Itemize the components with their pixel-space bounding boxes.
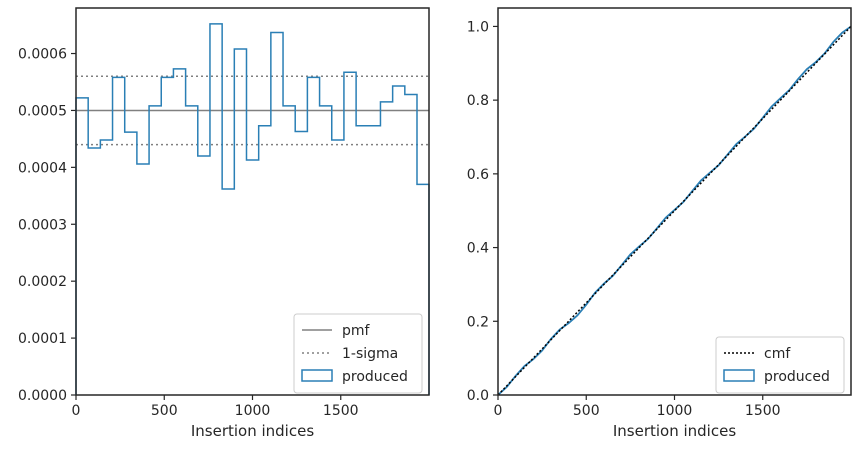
cmf-line (497, 25, 852, 396)
y-tick-label: 0.4 (467, 241, 489, 257)
x-tick-label: 500 (151, 403, 178, 419)
y-tick-label: 0.0000 (18, 388, 67, 404)
produced-bin-13 (234, 49, 246, 395)
x-tick-label: 1500 (323, 403, 359, 419)
produced-bin-12 (222, 189, 234, 395)
y-tick-label: 0.0005 (18, 103, 67, 119)
produced-bin-10 (198, 156, 210, 395)
legend-label-sigma: 1-sigma (342, 346, 398, 362)
x-axis-label: Insertion indices (191, 422, 314, 440)
produced-bin-8 (173, 69, 185, 395)
produced-bin-1 (88, 148, 100, 395)
produced-bin-6 (149, 106, 161, 395)
x-tick-label: 0 (72, 403, 81, 419)
x-tick-label: 1500 (745, 403, 781, 419)
histogram-panel: 0 500 1000 1500 0.0000 0.0001 0.0002 0.0003 0.00… (18, 7, 430, 440)
produced-bin-7 (161, 77, 173, 395)
legend-handle-produced (723, 369, 755, 382)
x-tick-label: 0 (494, 403, 503, 419)
legend-label-produced: produced (764, 369, 830, 385)
x-tick-label: 1000 (657, 403, 693, 419)
legend-handle-produced (301, 369, 333, 382)
x-tick-label: 500 (573, 403, 600, 419)
y-tick-label: 0.0 (467, 388, 489, 404)
y-tick-label: 1.0 (467, 19, 489, 35)
produced-histogram-line (75, 23, 430, 395)
y-tick-label: 0.0004 (18, 160, 67, 176)
legend-label-produced: produced (342, 369, 408, 385)
y-tick-label: 0.0006 (18, 47, 67, 63)
axes-frame (75, 7, 430, 396)
y-tick-label: 0.0002 (18, 274, 67, 290)
produced-bin-0 (76, 98, 88, 395)
x-axis-label: Insertion indices (613, 422, 736, 440)
axes-frame (497, 7, 852, 396)
produced-bin-4 (125, 132, 137, 395)
produced-bin-15 (259, 126, 271, 395)
legend-box (715, 336, 845, 394)
y-tick-label: 0.0003 (18, 217, 67, 233)
y-tick-label: 0.0001 (18, 331, 67, 347)
produced-bin-17 (283, 106, 295, 395)
y-tick-label: 0.2 (467, 314, 489, 330)
produced-bin-5 (137, 164, 149, 395)
legend-box (293, 313, 423, 394)
produced-bin-11 (210, 24, 222, 395)
cumulative-panel: 0 500 1000 1500 0.0 0.2 0.4 0.6 0.8 1.0 Insertion … (467, 7, 852, 440)
produced-bin-3 (113, 77, 125, 395)
produced-bin-16 (271, 32, 283, 395)
produced-bin-2 (100, 140, 112, 395)
produced-bin-9 (186, 106, 198, 395)
legend-label-pmf: pmf (342, 323, 371, 339)
x-tick-label: 1000 (235, 403, 271, 419)
legend-label-cmf: cmf (764, 346, 791, 362)
produced-bin-14 (246, 160, 258, 395)
y-tick-label: 0.6 (467, 167, 489, 183)
y-tick-label: 0.8 (467, 93, 489, 109)
